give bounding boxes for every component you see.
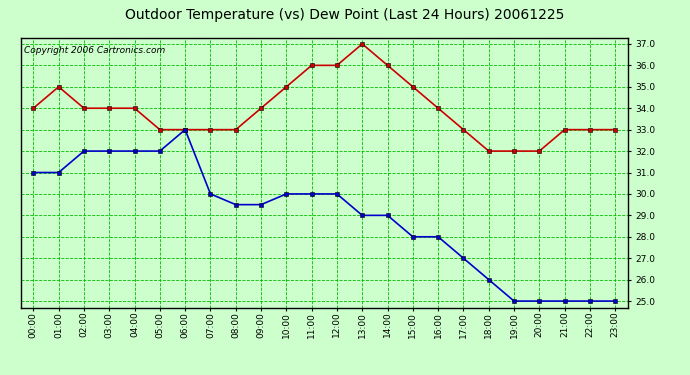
Text: Outdoor Temperature (vs) Dew Point (Last 24 Hours) 20061225: Outdoor Temperature (vs) Dew Point (Last… — [126, 8, 564, 21]
Text: Copyright 2006 Cartronics.com: Copyright 2006 Cartronics.com — [23, 46, 165, 55]
